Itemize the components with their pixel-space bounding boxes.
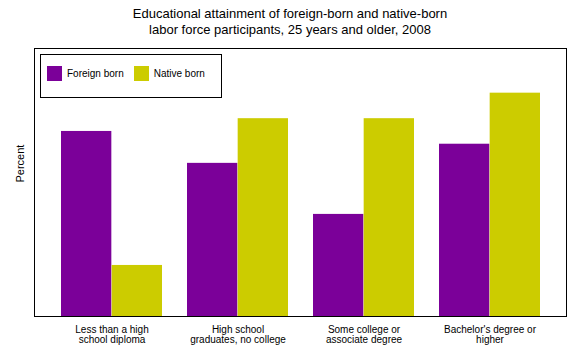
svg-text:Less than a highschool diploma: Less than a highschool diploma: [75, 324, 148, 345]
svg-text:Percent: Percent: [14, 145, 26, 183]
html-text:Educational attainment of fore: Educational attainment of foreign-born a…: [132, 6, 448, 37]
svg-text:Some college orassociate degre: Some college orassociate degree: [326, 324, 403, 345]
svg-text:Bachelor's degree orhigher: Bachelor's degree orhigher: [444, 324, 537, 345]
html-text:Foreign born: Foreign born: [67, 68, 124, 79]
html-text:Native born: Native born: [153, 68, 205, 79]
svg-text:High schoolgraduates, no colle: High schoolgraduates, no college: [190, 324, 286, 345]
